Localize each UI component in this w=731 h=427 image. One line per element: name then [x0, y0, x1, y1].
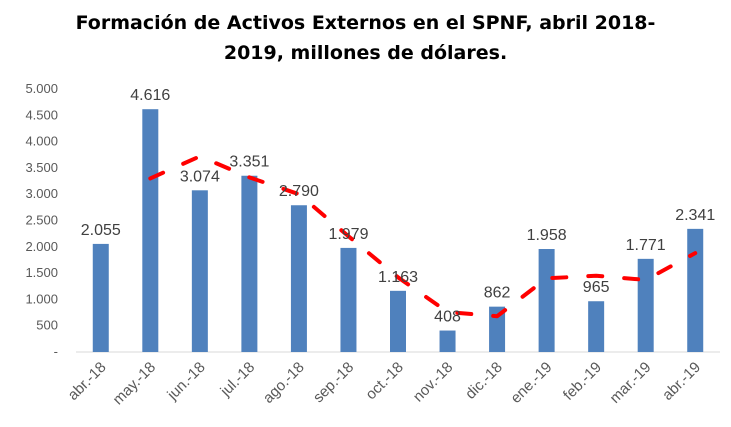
y-tick-label: 2.000 — [25, 239, 58, 254]
data-label: 1.771 — [626, 237, 666, 254]
data-label: 408 — [434, 309, 461, 326]
y-tick-label: 3.000 — [25, 186, 58, 201]
y-tick-label: - — [54, 344, 58, 359]
x-tick-label: feb.-19 — [560, 359, 605, 404]
x-tick-label: dic.-18 — [462, 359, 506, 403]
data-label: 1.979 — [328, 226, 368, 243]
x-tick-label: nov.-18 — [410, 359, 457, 406]
bar — [637, 258, 654, 352]
bar — [538, 249, 555, 352]
chart-title-line1: Formación de Activos Externos en el SPNF… — [75, 12, 656, 34]
chart-title: Formación de Activos Externos en el SPNF… — [0, 8, 731, 68]
data-label: 965 — [583, 279, 610, 296]
x-tick-label: jul.-18 — [217, 359, 259, 401]
data-label: 2.055 — [81, 222, 121, 239]
data-label: 3.351 — [229, 154, 269, 171]
data-label: 862 — [484, 285, 511, 302]
x-tick-label: abr.-19 — [659, 359, 704, 404]
bar — [687, 228, 704, 352]
data-label: 2.790 — [279, 183, 319, 200]
bar — [439, 330, 456, 352]
bar — [340, 247, 357, 352]
data-label: 1.958 — [527, 227, 567, 244]
bar — [142, 109, 159, 353]
data-label: 1.163 — [378, 269, 418, 286]
data-label: 3.074 — [180, 168, 220, 185]
x-tick-label: ago.-18 — [260, 359, 308, 407]
data-label: 4.616 — [130, 87, 170, 104]
bar — [290, 205, 307, 352]
bar — [489, 306, 506, 352]
y-tick-label: 4.000 — [25, 134, 58, 149]
bar — [390, 290, 406, 352]
data-label: 2.341 — [675, 207, 715, 224]
y-tick-label: 500 — [36, 318, 58, 333]
x-tick-label: oct.-18 — [362, 359, 406, 403]
bar — [191, 190, 208, 352]
bar — [92, 243, 109, 352]
x-tick-label: may.-18 — [110, 359, 160, 409]
chart-title-line2: 2019, millones de dólares. — [223, 42, 508, 64]
trend-line — [148, 154, 698, 319]
y-tick-label: 1.000 — [25, 291, 58, 306]
y-tick-label: 2.500 — [25, 213, 58, 228]
bar — [241, 175, 258, 352]
y-tick-label: 5.000 — [25, 81, 58, 96]
y-tick-label: 4.500 — [25, 107, 58, 122]
bar — [588, 301, 605, 352]
x-tick-label: mar.-19 — [607, 359, 655, 407]
x-tick-label: ene.-19 — [507, 359, 555, 407]
x-tick-label: sep.-18 — [310, 359, 357, 406]
y-tick-label: 3.500 — [25, 160, 58, 175]
x-tick-label: jun.-18 — [164, 359, 209, 404]
x-tick-label: abr.-18 — [65, 359, 110, 404]
y-tick-label: 1.500 — [25, 265, 58, 280]
